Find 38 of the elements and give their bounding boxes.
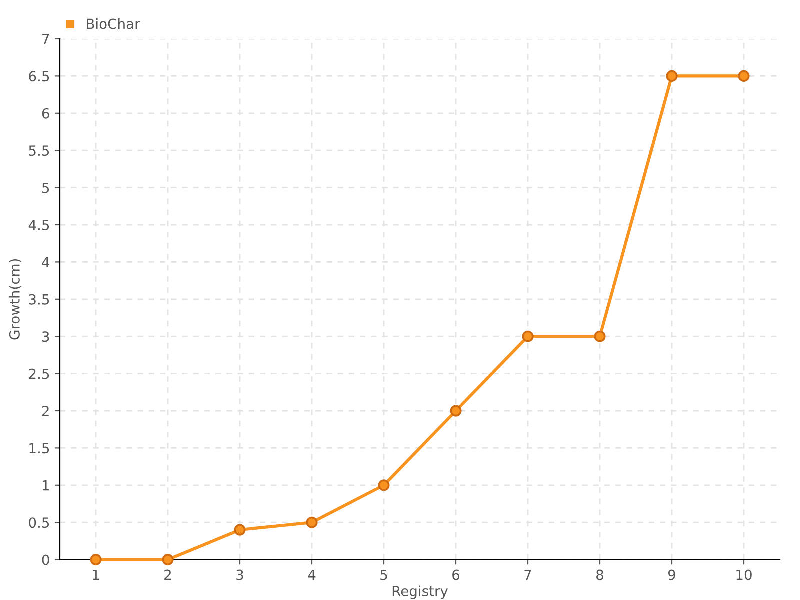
y-tick-label: 7 (42, 34, 50, 44)
y-tick-label: 1 (42, 480, 49, 491)
x-axis-title: Registry (392, 586, 448, 600)
y-axis-title: Growth(cm) (9, 259, 22, 340)
y-tick-label: 1.5 (30, 443, 50, 454)
y-tick-label: 2.5 (29, 368, 50, 380)
x-tick-label: 4 (308, 570, 316, 580)
y-tick-label: 4.5 (28, 220, 50, 230)
point (378, 480, 390, 492)
x-tick-label: 8 (596, 570, 604, 580)
x-tick-label: 2 (164, 570, 172, 580)
y-tick-label: 0.5 (29, 518, 50, 528)
y-tick-label: 2 (42, 406, 49, 416)
x-tick-label: 6 (452, 570, 460, 580)
point (666, 70, 678, 82)
x-tick-label: 10 (736, 570, 752, 580)
point (90, 554, 102, 566)
y-tick-label: 3 (42, 332, 50, 342)
point (522, 330, 534, 342)
y-tick-label: 0 (42, 554, 50, 566)
y-tick-label: 6.5 (29, 71, 50, 82)
point (234, 524, 246, 536)
x-tick-label: 3 (236, 570, 244, 580)
point (594, 330, 606, 342)
point (306, 516, 318, 528)
x-tick-label: 5 (380, 570, 388, 580)
point (738, 70, 750, 82)
x-tick-label: 1 (93, 570, 100, 580)
y-tick-label: 5 (42, 182, 50, 194)
y-tick-label: 3.5 (29, 294, 50, 305)
y-tick-label: 4 (42, 257, 50, 268)
legend-label: BioChar (87, 18, 140, 30)
x-tick-label: 9 (668, 570, 676, 580)
y-tick-label: 6 (42, 108, 50, 119)
x-tick-label: 7 (524, 570, 532, 580)
point (162, 554, 174, 566)
y-tick-label: 5.5 (29, 146, 50, 156)
point (450, 405, 462, 417)
